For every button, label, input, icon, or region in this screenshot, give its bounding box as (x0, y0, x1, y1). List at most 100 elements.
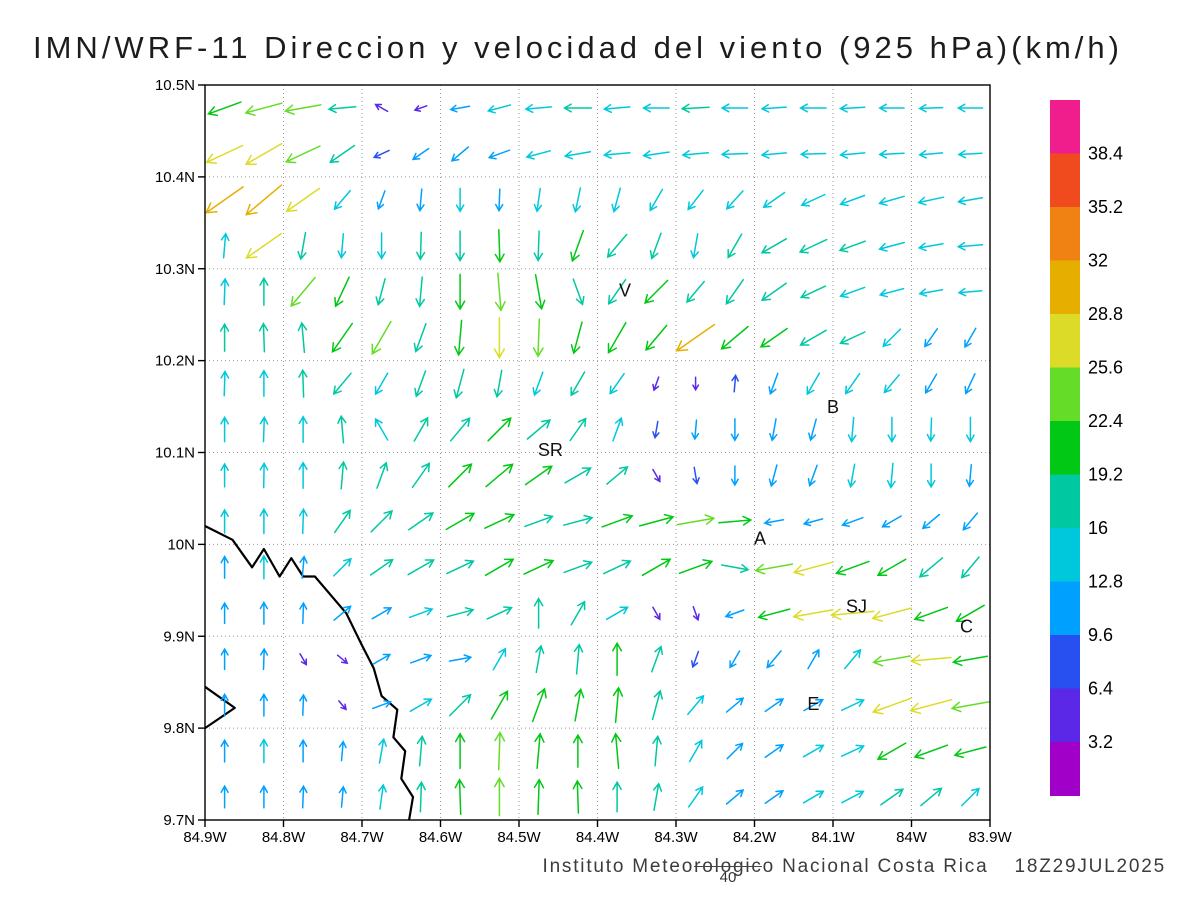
wind-arrow (446, 607, 475, 618)
wind-arrow (416, 780, 426, 813)
wind-arrow (605, 606, 629, 621)
wind-arrow (725, 697, 745, 713)
wind-arrow (609, 372, 625, 395)
wind-arrow (486, 606, 513, 620)
wind-arrow (407, 559, 435, 576)
wind-arrow (369, 558, 394, 576)
wind-arrow (962, 512, 979, 531)
colorbar-label: 16 (1088, 518, 1108, 538)
wind-arrow (450, 146, 470, 162)
wind-arrow (762, 191, 786, 209)
wind-arrow (297, 231, 307, 261)
wind-arrow (841, 516, 864, 528)
wind-arrow (847, 416, 857, 444)
wind-arrow (416, 188, 425, 213)
wind-arrow (533, 187, 543, 213)
wind-arrow (455, 230, 465, 262)
wind-arrow (532, 371, 544, 397)
wind-arrow (206, 101, 242, 117)
wind-arrow (327, 103, 357, 114)
wind-arrow (572, 187, 582, 214)
wind-arrow (205, 144, 244, 164)
wind-arrow (839, 286, 866, 299)
wind-arrow (678, 559, 714, 575)
wind-arrow (764, 789, 785, 804)
colorbar-segment (1050, 635, 1080, 689)
wind-arrow (372, 149, 390, 159)
wind-arrow (329, 144, 356, 164)
wind-arrow (377, 232, 387, 260)
wind-arrow (445, 512, 476, 531)
wind-arrow (484, 558, 515, 577)
wind-arrow (727, 233, 743, 259)
wind-arrow (486, 104, 512, 114)
lon-tick-label: 84.4W (576, 829, 620, 846)
colorbar: 38.4 35.2 32 28.8 25.6 22.4 19.2 16 12.8 9.6 6.4 3.… (1050, 100, 1123, 796)
wind-arrow (806, 372, 821, 396)
wind-arrow (808, 418, 817, 442)
wind-arrow (957, 287, 983, 297)
wind-arrow (220, 692, 229, 717)
wind-arrow (957, 196, 984, 206)
wind-arrow (953, 746, 987, 759)
wind-arrow (284, 145, 321, 164)
wind-arrow (687, 189, 704, 211)
wind-arrow (764, 744, 785, 759)
wind-arrow (965, 416, 975, 444)
wind-arrow (807, 648, 820, 670)
wind-arrow (572, 733, 583, 768)
colorbar-label: 6.4 (1088, 679, 1113, 699)
lat-tick-label: 9.8N (163, 720, 195, 737)
wind-arrow (333, 509, 351, 534)
wind-arrow (800, 193, 826, 207)
wind-arrow (376, 190, 386, 211)
wind-arrow (573, 643, 584, 675)
wind-arrow (798, 238, 828, 254)
wind-arrow (956, 103, 984, 113)
wind-arrow (768, 372, 779, 396)
wind-arrow (524, 103, 553, 114)
wind-arrow (453, 368, 465, 400)
wind-arrow (371, 320, 392, 356)
city-label: SJ (846, 596, 867, 616)
wind-arrow (338, 460, 348, 490)
wind-arrow (409, 698, 433, 712)
wind-arrow (802, 790, 825, 804)
wind-arrow (411, 147, 430, 161)
wind-arrow (844, 648, 862, 670)
wind-arrow (378, 737, 387, 764)
wind-arrow (245, 184, 283, 216)
wind-arrow (285, 187, 321, 213)
wind-arrow (720, 563, 750, 574)
colorbar-segment (1050, 688, 1080, 743)
wind-arrow (918, 150, 944, 159)
colorbar-segment (1050, 421, 1080, 475)
colorbar-segment (1050, 207, 1080, 261)
wind-arrow (298, 415, 308, 444)
wind-arrow (337, 232, 347, 260)
wind-arrow (259, 415, 269, 443)
wind-arrow (220, 508, 229, 534)
wind-arrow (950, 701, 990, 713)
wind-arrow (792, 561, 834, 576)
wind-arrow (887, 416, 897, 444)
axis-labels: 84.9W 84.8W 84.7W 84.6W 84.5W 84.4W 84.3W 84.2W… (155, 77, 1013, 846)
wind-arrow (606, 233, 628, 259)
wind-arrow (244, 142, 283, 165)
lon-tick-label: 84W (896, 829, 928, 846)
wind-arrow (259, 600, 269, 625)
wind-arrow (414, 370, 427, 398)
wind-arrow (651, 689, 664, 721)
wind-arrow (760, 282, 787, 302)
wind-arrow (413, 105, 428, 112)
coastline (204, 525, 415, 821)
wind-arrow (455, 187, 465, 213)
wind-arrow (725, 789, 745, 805)
wind-arrow (525, 150, 552, 160)
wind-arrow (926, 417, 936, 443)
wind-arrow (493, 776, 505, 817)
wind-arrow (687, 694, 705, 716)
wind-arrow (792, 609, 834, 621)
wind-arrow (333, 605, 352, 621)
lat-tick-label: 10.2N (155, 353, 195, 370)
